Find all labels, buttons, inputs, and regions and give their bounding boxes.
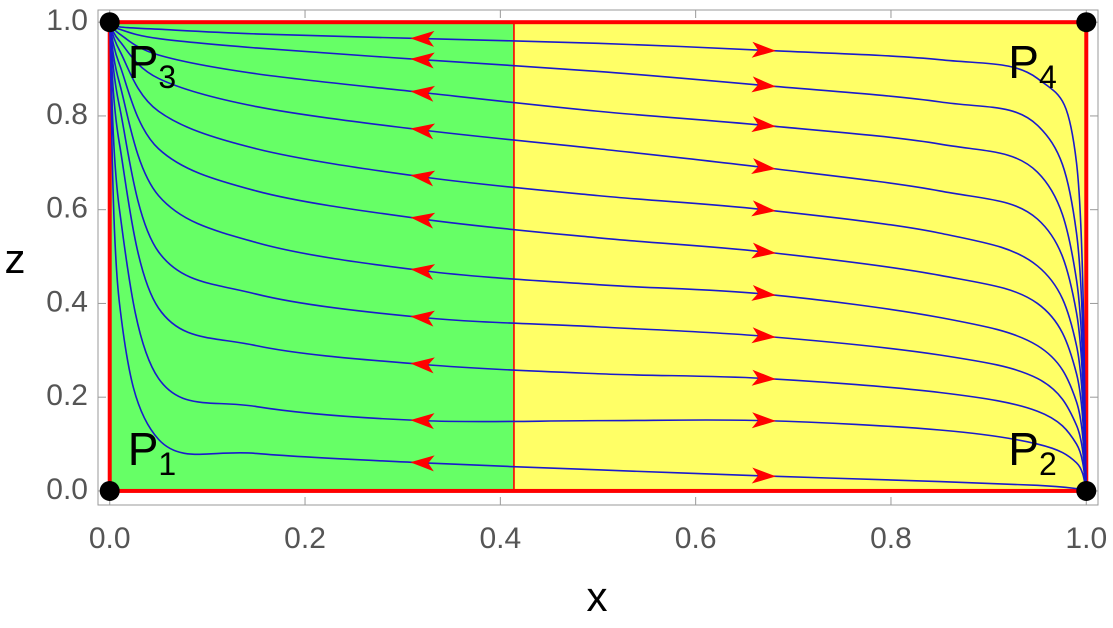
flow-arrow — [410, 413, 435, 430]
flow-arrow — [751, 284, 776, 301]
x-tick-label: 0.8 — [870, 522, 912, 555]
flow-arrow — [751, 76, 776, 93]
streamline — [108, 22, 1088, 492]
flow-arrow — [410, 85, 436, 102]
point-label: P3 — [128, 36, 176, 95]
y-axis-label: z — [5, 235, 26, 282]
flow-arrow — [751, 200, 776, 217]
point-name: P — [128, 423, 159, 475]
point-subscript: 4 — [1039, 60, 1057, 96]
streamline — [108, 22, 1088, 492]
frame — [97, 9, 1099, 506]
y-tick-label: 0.0 — [46, 473, 88, 506]
flow-arrow — [751, 467, 777, 484]
point-name: P — [1008, 36, 1039, 88]
y-tick-label: 0.4 — [46, 285, 88, 318]
streamline — [109, 21, 1088, 491]
flow-arrow — [751, 327, 776, 344]
y-tick-label: 0.6 — [46, 192, 88, 225]
point-label: P2 — [1008, 423, 1056, 482]
y-tick-label: 0.8 — [46, 98, 88, 131]
flow-arrow — [751, 412, 777, 429]
point-name: P — [1008, 423, 1039, 475]
streamline — [108, 21, 1088, 491]
fixed-point — [99, 12, 120, 33]
x-tick-label: 0.0 — [89, 522, 131, 555]
flow-arrow — [751, 41, 777, 58]
flow-arrow — [410, 264, 436, 281]
flow-arrow — [751, 369, 776, 386]
point-subscript: 1 — [158, 446, 176, 482]
flow-arrow — [751, 158, 776, 174]
y-tick-label: 0.2 — [46, 379, 88, 412]
flow-arrow — [751, 116, 776, 133]
y-tick-label: 1.0 — [46, 4, 88, 37]
streamline — [108, 21, 1088, 491]
streamline — [108, 22, 1088, 492]
x-axis-label: x — [587, 573, 608, 620]
streamline — [108, 22, 1088, 492]
flow-arrow — [410, 212, 436, 229]
fixed-point — [1076, 480, 1097, 501]
domain-border — [107, 20, 1089, 493]
x-tick-label: 0.4 — [479, 522, 521, 555]
x-tick-label: 0.6 — [675, 522, 717, 555]
point-subscript: 2 — [1039, 446, 1057, 482]
flow-arrow — [410, 455, 435, 472]
flow-arrow — [410, 310, 435, 327]
flow-arrow — [410, 123, 436, 140]
flow-arrow — [410, 170, 436, 187]
fixed-point — [99, 480, 120, 501]
fixed-point — [1076, 12, 1097, 33]
flow-arrow — [410, 52, 435, 69]
point-label: P1 — [128, 423, 176, 482]
flow-arrow — [751, 242, 776, 259]
streamline — [108, 22, 1088, 492]
flow-arrow — [410, 357, 435, 374]
point-subscript: 3 — [158, 60, 176, 96]
point-name: P — [128, 36, 159, 88]
x-tick-label: 0.2 — [284, 522, 326, 555]
x-tick-label: 1.0 — [1065, 522, 1107, 555]
streamline — [109, 21, 1088, 491]
streamline — [108, 22, 1087, 492]
flow-arrow — [410, 30, 435, 47]
streamline — [109, 21, 1088, 491]
point-label: P4 — [1008, 36, 1056, 95]
